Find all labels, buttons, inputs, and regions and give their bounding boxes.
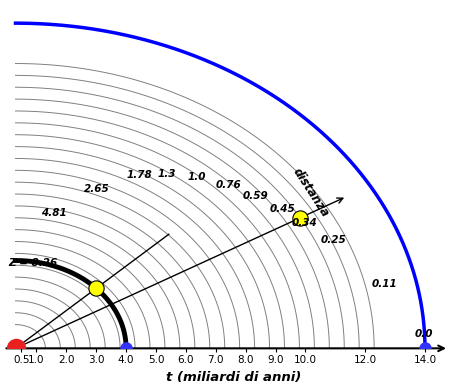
- Text: Z = 8.26: Z = 8.26: [8, 258, 57, 268]
- Text: 1.3: 1.3: [158, 169, 176, 178]
- Text: 0.45: 0.45: [270, 204, 295, 214]
- Text: 0.76: 0.76: [216, 180, 241, 191]
- Text: 4.81: 4.81: [41, 208, 66, 218]
- Text: 0.34: 0.34: [292, 218, 318, 229]
- Text: 0.25: 0.25: [320, 235, 346, 245]
- Text: 0.59: 0.59: [243, 191, 268, 201]
- X-axis label: t (miliardi di anni): t (miliardi di anni): [166, 371, 301, 384]
- Text: 1.0: 1.0: [187, 172, 206, 182]
- Text: 2.65: 2.65: [84, 184, 110, 194]
- Text: 0.0: 0.0: [414, 329, 433, 339]
- Text: distanza: distanza: [290, 166, 332, 220]
- Text: 1.78: 1.78: [126, 170, 152, 180]
- Text: 0.11: 0.11: [371, 279, 397, 289]
